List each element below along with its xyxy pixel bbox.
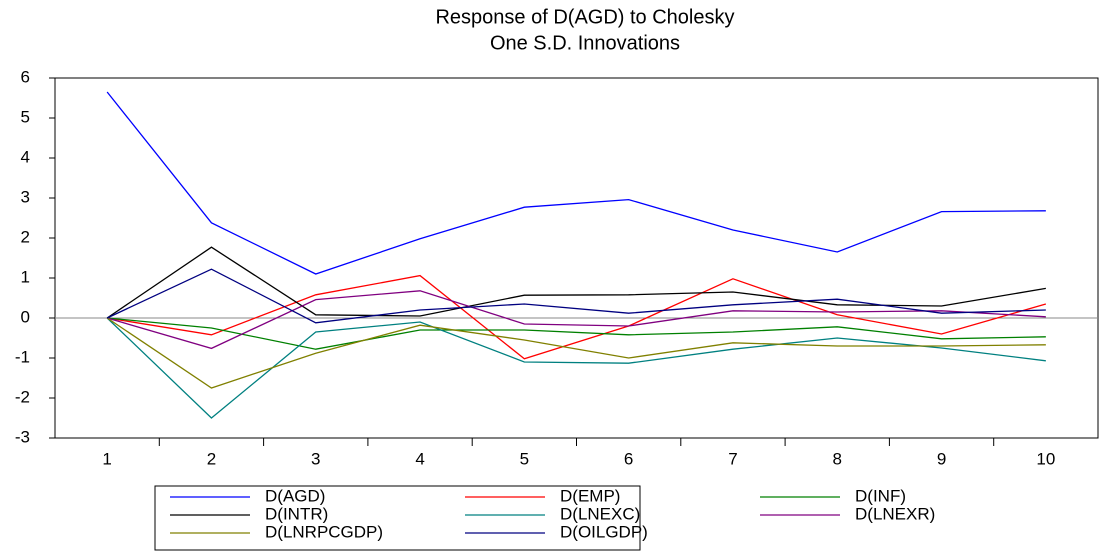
series-line	[106, 268, 1046, 324]
x-tick-label: 5	[520, 449, 529, 468]
x-tick-label: 2	[207, 449, 216, 468]
legend-frame	[154, 485, 641, 551]
legend-label: D(AGD)	[265, 486, 325, 505]
x-tick-label: 3	[311, 449, 320, 468]
series-line	[106, 246, 1046, 319]
series-line	[107, 317, 1046, 350]
series-line	[106, 290, 1046, 350]
x-tick-label: 8	[833, 449, 842, 468]
legend-label: D(OILGDP)	[560, 522, 648, 541]
y-tick-label: 1	[21, 267, 30, 286]
x-tick-label: 9	[937, 449, 946, 468]
x-tick-label: 1	[102, 449, 111, 468]
x-tick-label: 10	[1036, 449, 1055, 468]
y-tick-label: -2	[15, 387, 30, 406]
plot-frame	[54, 77, 1099, 439]
chart-title: Response of D(AGD) to Cholesky	[435, 6, 734, 28]
legend-label: D(EMP)	[560, 486, 620, 505]
legend-label: D(LNRPCGDP)	[265, 522, 383, 541]
y-tick-label: -3	[15, 427, 30, 446]
legend-label: D(INTR)	[265, 504, 328, 523]
y-tick-label: 5	[21, 107, 30, 126]
y-tick-label: 6	[21, 67, 30, 86]
y-tick-label: -1	[15, 347, 30, 366]
legend-label: D(LNEXC)	[560, 504, 640, 523]
x-tick-label: 6	[624, 449, 633, 468]
series-line	[106, 91, 1046, 275]
x-tick-label: 4	[415, 449, 424, 468]
y-tick-label: 3	[21, 187, 30, 206]
chart-subtitle: One S.D. Innovations	[490, 32, 680, 54]
legend-label: D(LNEXR)	[855, 504, 935, 523]
series-line	[107, 274, 1047, 360]
x-tick-label: 7	[728, 449, 737, 468]
series-line	[106, 317, 1046, 389]
legend-label: D(INF)	[855, 486, 906, 505]
series-line	[106, 317, 1046, 419]
y-tick-label: 0	[21, 307, 30, 326]
y-tick-label: 2	[21, 227, 30, 246]
y-tick-label: 4	[21, 147, 30, 166]
